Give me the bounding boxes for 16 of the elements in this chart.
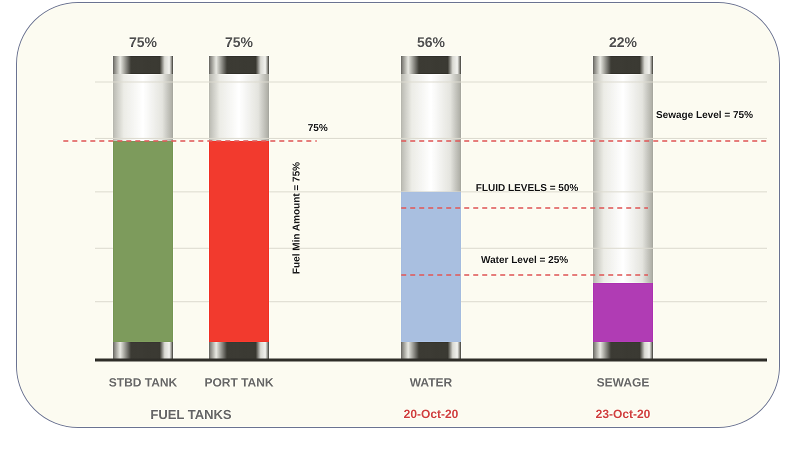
x-tick-label: WATER: [410, 376, 453, 390]
annotation: 75%: [308, 122, 328, 134]
annotation: Fuel Min Amount = 75%: [291, 162, 302, 274]
text: 23-Oct-20: [596, 407, 651, 421]
text: FUEL TANKS: [150, 406, 232, 422]
data-label: 75%: [128, 34, 158, 50]
x-tick-label: PORT TANK: [204, 376, 274, 390]
data-label: 75%: [224, 34, 254, 50]
text: 20-Oct-20: [404, 407, 459, 421]
ref-line-label: FLUID LEVELS = 50%: [476, 183, 578, 194]
x-tick-label: STBD TANK: [108, 376, 178, 390]
ref-line-label: Water Level = 25%: [481, 255, 568, 266]
data-label: 56%: [416, 34, 446, 50]
data-label: 22%: [608, 34, 638, 50]
x-tick-label: SEWAGE: [596, 376, 650, 390]
ref-line-label: Sewage Level = 75%: [656, 110, 754, 121]
